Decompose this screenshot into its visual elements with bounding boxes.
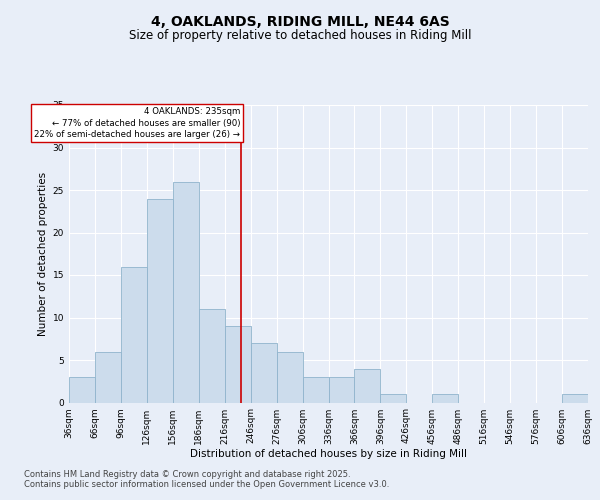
Bar bbox=[69, 377, 95, 402]
Bar bbox=[562, 394, 588, 402]
Bar bbox=[355, 368, 380, 402]
Text: Contains public sector information licensed under the Open Government Licence v3: Contains public sector information licen… bbox=[24, 480, 389, 489]
Text: 4 OAKLANDS: 235sqm
← 77% of detached houses are smaller (90)
22% of semi-detache: 4 OAKLANDS: 235sqm ← 77% of detached hou… bbox=[34, 106, 240, 140]
Bar bbox=[147, 198, 173, 402]
Bar bbox=[95, 352, 121, 403]
Text: Contains HM Land Registry data © Crown copyright and database right 2025.: Contains HM Land Registry data © Crown c… bbox=[24, 470, 350, 479]
Bar bbox=[329, 377, 355, 402]
Bar bbox=[225, 326, 251, 402]
Bar bbox=[433, 394, 458, 402]
Bar bbox=[380, 394, 406, 402]
Bar bbox=[121, 266, 147, 402]
Bar bbox=[277, 352, 302, 403]
Bar bbox=[302, 377, 329, 402]
X-axis label: Distribution of detached houses by size in Riding Mill: Distribution of detached houses by size … bbox=[190, 450, 467, 460]
Text: Size of property relative to detached houses in Riding Mill: Size of property relative to detached ho… bbox=[129, 28, 471, 42]
Y-axis label: Number of detached properties: Number of detached properties bbox=[38, 172, 49, 336]
Bar bbox=[173, 182, 199, 402]
Text: 4, OAKLANDS, RIDING MILL, NE44 6AS: 4, OAKLANDS, RIDING MILL, NE44 6AS bbox=[151, 15, 449, 29]
Bar bbox=[199, 309, 224, 402]
Bar bbox=[251, 343, 277, 402]
